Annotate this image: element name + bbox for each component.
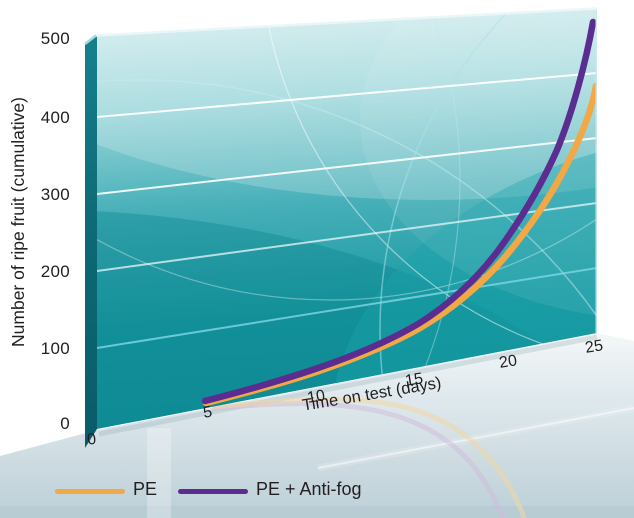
y-tick-100: 100 <box>40 339 70 358</box>
floor-streak-line <box>317 407 634 469</box>
x-tick-20: 20 <box>498 352 519 372</box>
antifog-curve-reflection <box>211 401 506 518</box>
legend-label-pe: PE <box>133 479 158 499</box>
y-tick-0: 0 <box>60 414 70 433</box>
floor-light-band <box>147 428 171 518</box>
panel-shadow <box>98 334 598 437</box>
gridline-200 <box>97 202 597 272</box>
legend-swatch-pe <box>55 489 125 494</box>
gridline-400 <box>97 72 597 118</box>
floor-bottom-band <box>0 506 634 518</box>
panel-top-bevel-left <box>84 34 97 45</box>
gridline-100 <box>97 267 597 349</box>
panel-top-bevel <box>95 7 598 37</box>
y-tick-300: 300 <box>40 185 70 204</box>
x-tick-25: 25 <box>584 337 605 357</box>
legend-label-antifog: PE + Anti-fog <box>256 479 362 499</box>
y-tick-200: 200 <box>40 262 70 281</box>
panel-spine <box>85 36 97 448</box>
y-tick-500: 500 <box>40 29 70 48</box>
antifog-curve <box>201 18 597 405</box>
pe-curve-reflection <box>211 396 527 518</box>
legend-swatch-antifog <box>178 489 248 494</box>
gridline-300 <box>97 137 597 195</box>
y-tick-400: 400 <box>40 108 70 127</box>
